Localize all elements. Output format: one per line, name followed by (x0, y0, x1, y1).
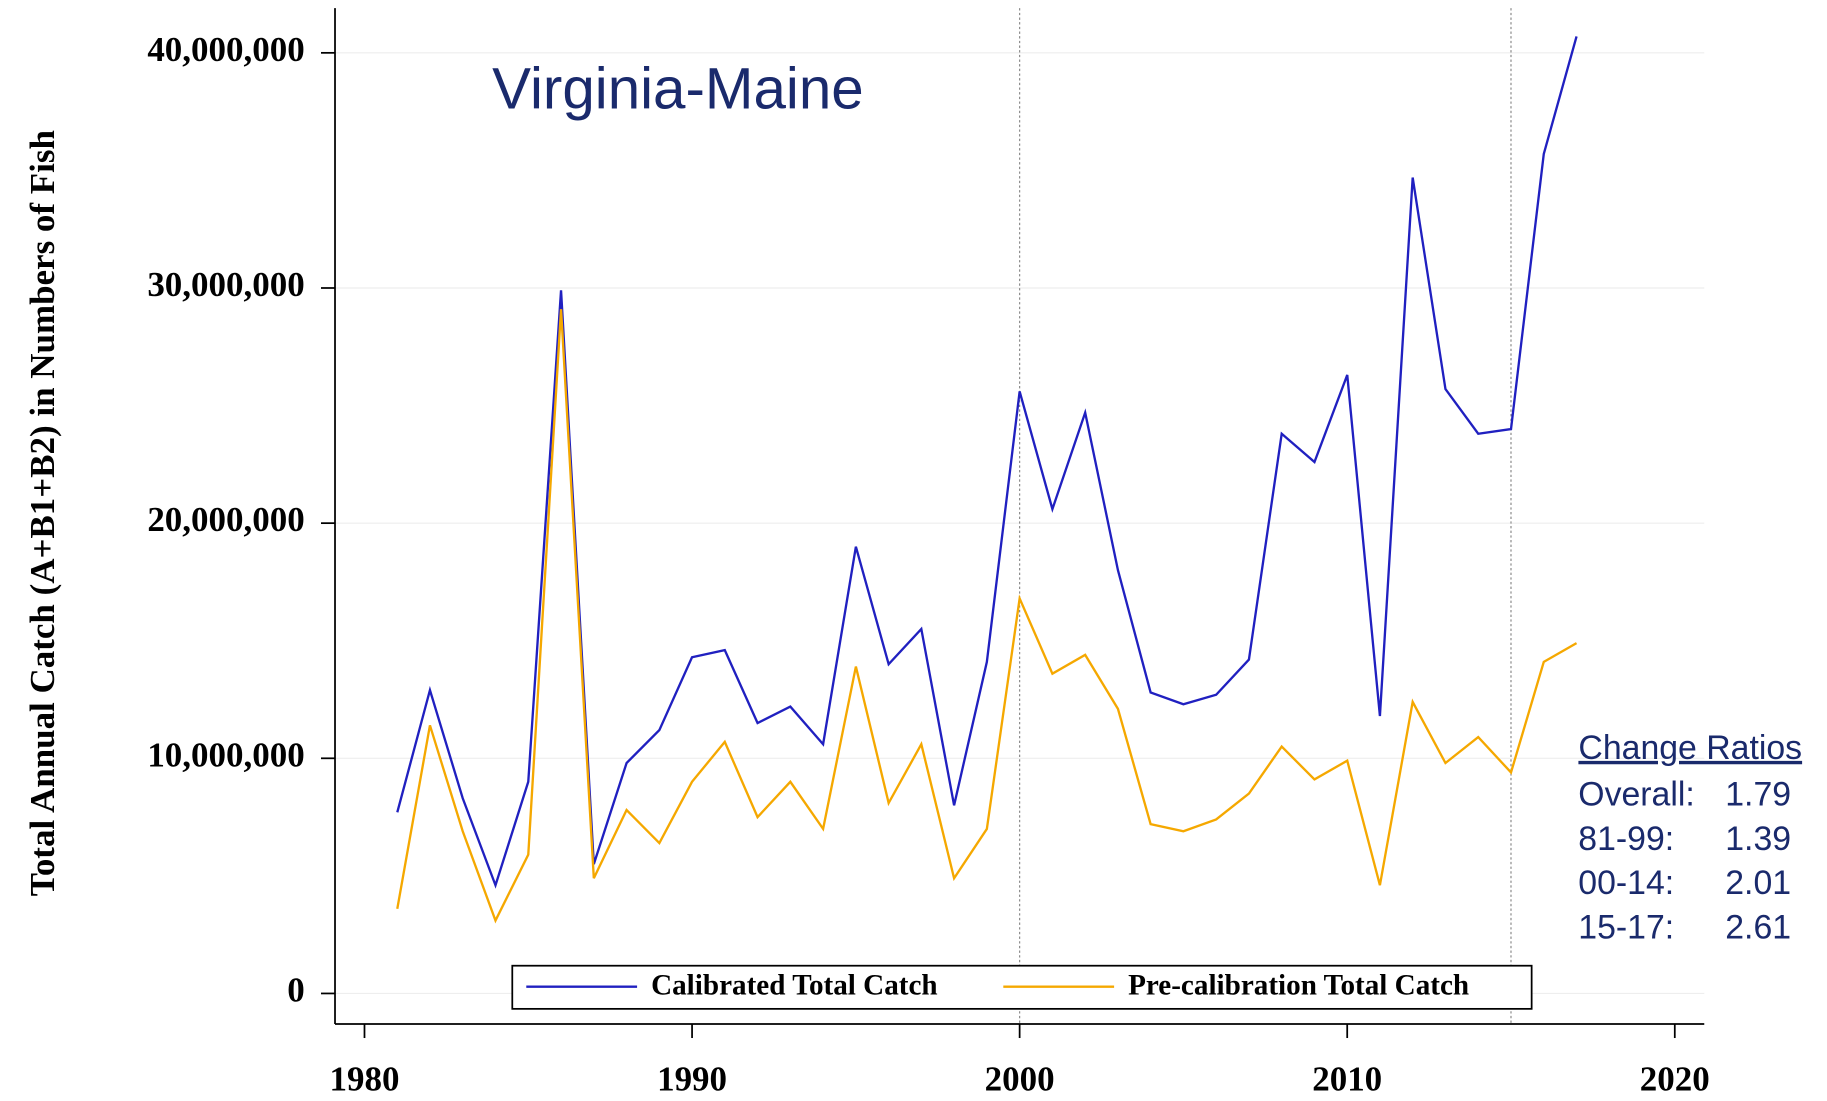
annotation-value: 2.61 (1725, 908, 1791, 946)
y-tick-label: 40,000,000 (147, 30, 304, 69)
y-tick-label: 30,000,000 (147, 265, 304, 304)
x-tick-label: 1990 (657, 1059, 727, 1098)
legend: Calibrated Total Catch Pre-calibration To… (511, 964, 1533, 1010)
y-axis-label: Total Annual Catch (A+B1+B2) in Numbers … (23, 130, 62, 896)
legend-label: Pre-calibration Total Catch (1128, 970, 1469, 1002)
annotation-title: Change Ratios (1578, 729, 1802, 767)
x-tick-label: 2010 (1312, 1059, 1382, 1098)
y-tick-label: 10,000,000 (147, 735, 304, 774)
annotation-value: 2.01 (1725, 864, 1791, 902)
y-tick-label: 20,000,000 (147, 500, 304, 539)
line (396, 309, 1578, 924)
x-tick-label: 2020 (1640, 1059, 1710, 1098)
x-tick-label: 2000 (985, 1059, 1055, 1098)
x-tick-label: 1980 (330, 1059, 400, 1098)
chart-title: Virginia-Maine (492, 57, 864, 122)
legend-label: Calibrated Total Catch (651, 970, 938, 1002)
annotation-value: 1.79 (1725, 776, 1791, 814)
y-tick-label: 0 (287, 970, 304, 1009)
annotation-label: Overall: (1578, 776, 1695, 814)
annotation-label: 00-14: (1578, 864, 1674, 902)
annotation-label: 15-17: (1578, 908, 1674, 946)
annotation-label: 81-99: (1578, 820, 1674, 858)
annotation-value: 1.39 (1725, 820, 1791, 858)
